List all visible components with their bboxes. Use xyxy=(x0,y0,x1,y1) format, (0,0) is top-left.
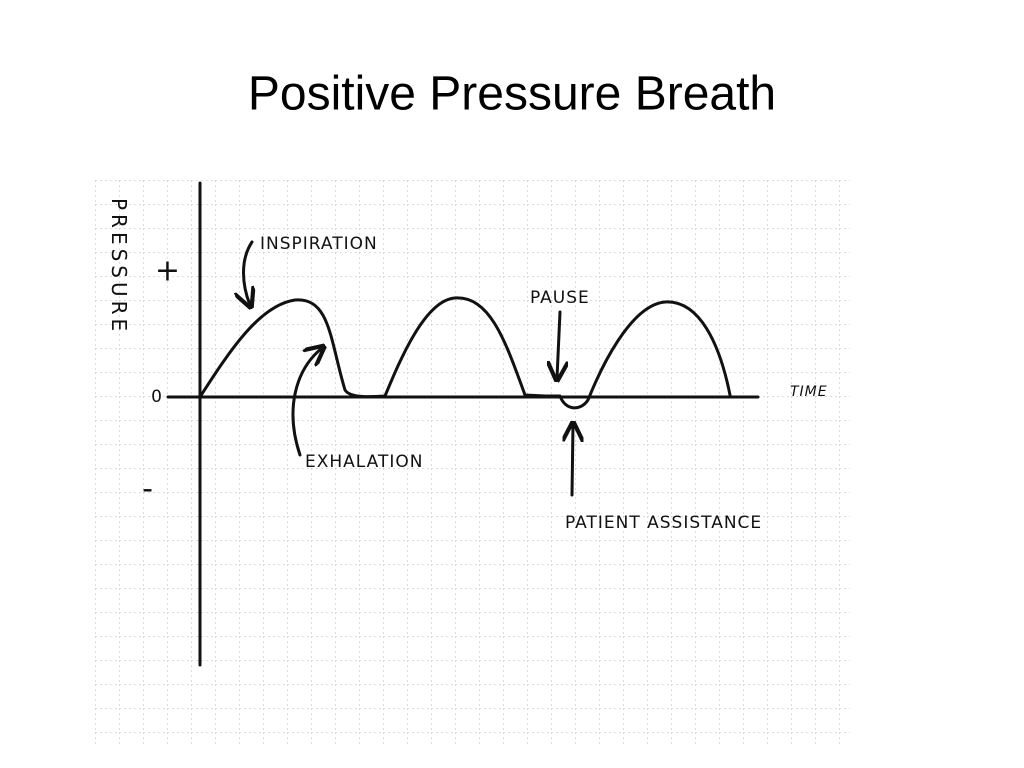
inspiration-label: INSPIRATION xyxy=(260,234,378,254)
graph-paper xyxy=(95,180,850,745)
exhalation-label: EXHALATION xyxy=(305,452,423,472)
inspiration-arrow xyxy=(244,240,253,305)
exhalation-arrow xyxy=(291,348,322,457)
minus-label: - xyxy=(142,472,154,507)
y-axis-label: PRESSURE xyxy=(107,198,131,335)
slide-title: Positive Pressure Breath xyxy=(248,68,776,121)
plus-label: + xyxy=(155,254,181,289)
patient-assistance-arrow xyxy=(572,425,573,497)
pause-arrow xyxy=(557,310,560,378)
zero-label: 0 xyxy=(151,387,163,407)
pressure-waveform xyxy=(198,296,732,410)
x-axis-label: TIME xyxy=(790,384,828,400)
patient-assistance-label: PATIENT ASSISTANCE xyxy=(565,513,762,533)
pause-label: PAUSE xyxy=(530,288,590,308)
